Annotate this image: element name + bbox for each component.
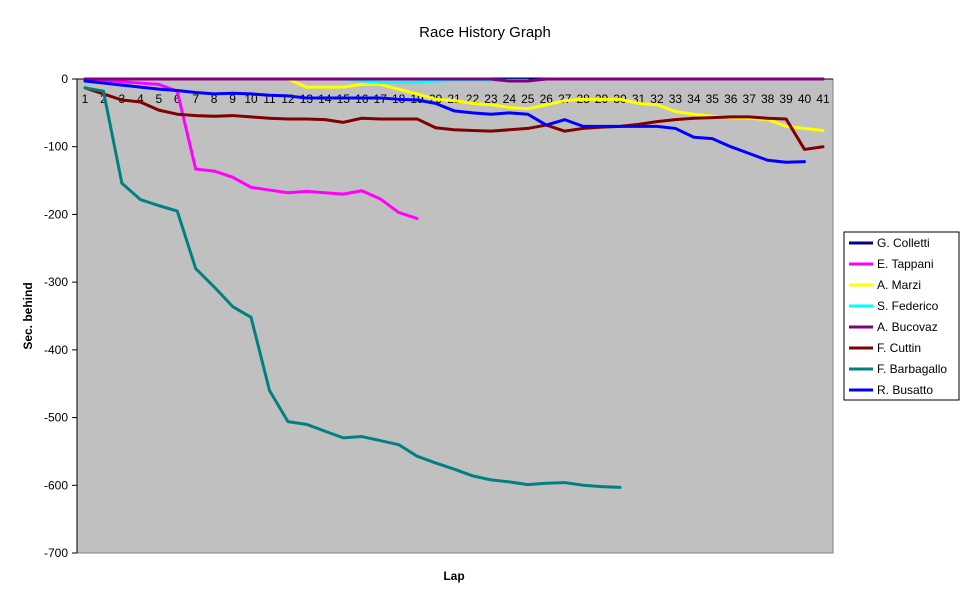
legend-label: A. Marzi <box>877 278 921 292</box>
x-tick-label: 38 <box>761 92 775 106</box>
y-axis: 0 -100 -200 -300 -400 -500 -600 -700 <box>44 72 78 560</box>
y-axis-title: Sec. behind <box>21 282 35 349</box>
legend-label: S. Federico <box>877 299 939 313</box>
chart-title: Race History Graph <box>419 24 551 41</box>
legend-box <box>843 231 960 401</box>
plot-area <box>76 78 834 554</box>
x-tick-label: 34 <box>687 92 701 106</box>
x-tick-label: 25 <box>521 92 535 106</box>
legend-label: F. Cuttin <box>877 341 921 355</box>
x-tick-label: 37 <box>743 92 757 106</box>
series-line-7 <box>83 86 622 489</box>
y-tick-label: 0 <box>61 72 68 86</box>
legend-label: E. Tappani <box>877 257 934 271</box>
y-tick-label: -700 <box>44 546 68 560</box>
x-tick-label: 24 <box>503 92 517 106</box>
legend-label: F. Barbagallo <box>877 362 947 376</box>
x-tick-label: 40 <box>798 92 812 106</box>
x-tick-label: 33 <box>669 92 683 106</box>
y-tick-label: -100 <box>44 140 68 154</box>
legend-label: R. Busatto <box>877 383 933 397</box>
legend-label: A. Bucovaz <box>877 320 938 334</box>
x-tick-label: 35 <box>706 92 720 106</box>
x-tick-label: 7 <box>192 92 199 106</box>
series-line-2 <box>83 77 419 220</box>
x-tick-label: 9 <box>229 92 236 106</box>
series-line-5 <box>83 77 825 83</box>
y-tick-label: -600 <box>44 478 68 492</box>
series-line-6 <box>83 86 825 151</box>
x-tick-label: 8 <box>211 92 218 106</box>
x-tick-label: 23 <box>484 92 498 106</box>
y-tick-label: -300 <box>44 275 68 289</box>
x-tick-label: 41 <box>816 92 830 106</box>
x-tick-label: 4 <box>137 92 144 106</box>
y-tick-label: -200 <box>44 207 68 221</box>
legend: G. Colletti E. Tappani A. Marzi S. Federico… <box>843 231 960 401</box>
x-tick-label: 1 <box>82 92 89 106</box>
y-tick-label: -500 <box>44 411 68 425</box>
x-tick-label: 39 <box>779 92 793 106</box>
x-tick-label: 36 <box>724 92 738 106</box>
y-tick-label: -400 <box>44 343 68 357</box>
series-line-8 <box>83 79 807 164</box>
legend-label: G. Colletti <box>877 236 930 250</box>
x-tick-label: 12 <box>281 92 295 106</box>
x-tick-label: 32 <box>650 92 664 106</box>
series-lines <box>83 77 825 489</box>
x-tick-label: 5 <box>155 92 162 106</box>
x-axis-title: Lap <box>443 569 464 583</box>
x-tick-label: 6 <box>174 92 181 106</box>
